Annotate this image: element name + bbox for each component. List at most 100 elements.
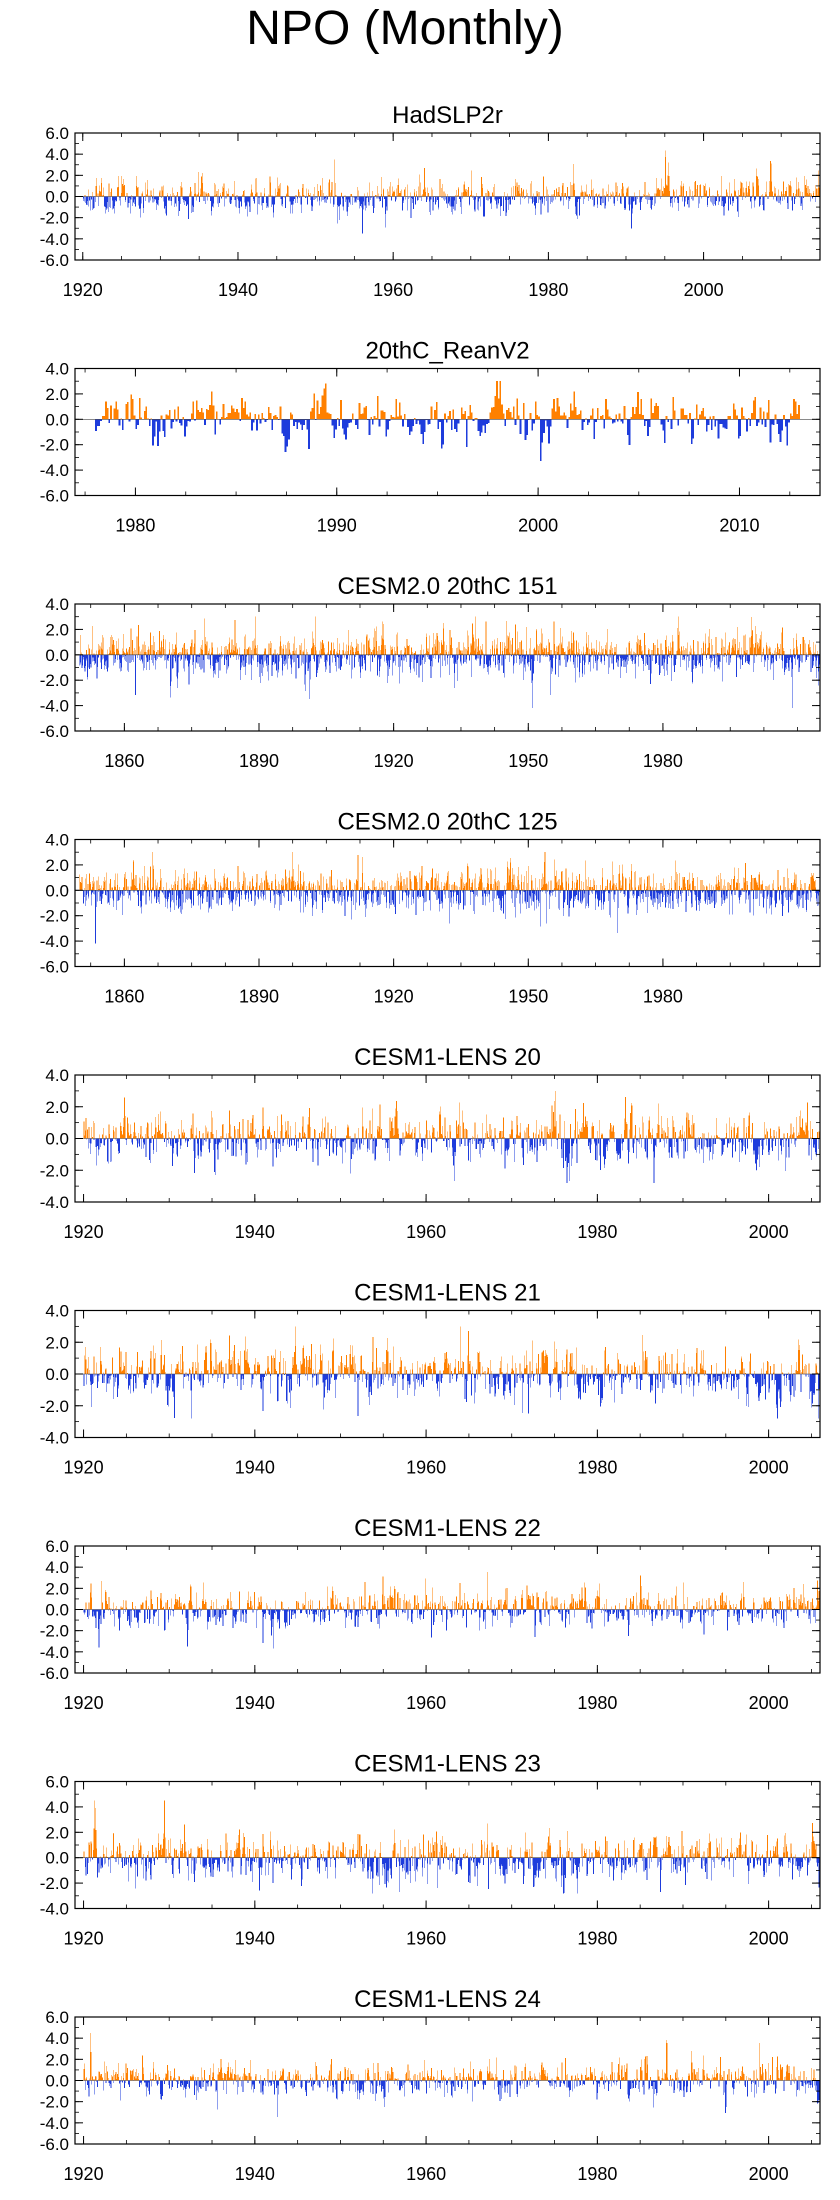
positive-bar [509, 652, 510, 655]
positive-bar [437, 636, 438, 655]
positive-bar [735, 645, 736, 655]
positive-bar [567, 649, 569, 655]
negative-bar [371, 654, 373, 662]
positive-bar [150, 878, 152, 891]
positive-bar [512, 406, 515, 420]
positive-bar [668, 162, 669, 197]
positive-bar [154, 650, 155, 655]
positive-bar [467, 866, 468, 891]
negative-bar [354, 654, 355, 667]
positive-bar [720, 195, 722, 197]
negative-bar [194, 419, 196, 421]
negative-bar [461, 196, 462, 215]
negative-bar [642, 654, 644, 660]
negative-bar [601, 196, 603, 206]
positive-bar [646, 195, 648, 197]
positive-bar [778, 649, 779, 655]
positive-bar [642, 193, 644, 197]
y-tick-label: 2.0 [45, 166, 69, 185]
positive-bar [317, 886, 319, 891]
positive-bar [610, 192, 612, 197]
negative-bar [579, 654, 581, 678]
positive-bar [138, 398, 141, 420]
negative-bar [101, 890, 103, 899]
positive-bar [775, 649, 776, 655]
positive-bar [770, 160, 771, 197]
positive-bar [451, 637, 452, 655]
negative-bar [386, 890, 387, 903]
positive-bar [89, 873, 90, 891]
negative-bar [558, 654, 560, 678]
negative-bar [682, 196, 683, 202]
positive-bar [378, 888, 379, 891]
negative-bar [341, 654, 342, 667]
negative-bar [654, 196, 656, 207]
positive-bar [350, 650, 351, 655]
positive-bar [390, 195, 392, 197]
negative-bar [197, 654, 198, 657]
negative-bar [792, 196, 793, 211]
positive-bar [148, 649, 150, 655]
x-tick-label: 1990 [317, 516, 357, 536]
negative-bar [537, 654, 539, 661]
negative-bar [641, 654, 643, 662]
negative-bar [308, 419, 310, 450]
positive-bar [161, 186, 163, 197]
positive-bar [518, 650, 519, 655]
negative-bar [164, 890, 165, 898]
negative-bar [599, 654, 600, 657]
negative-bar [253, 890, 255, 897]
negative-bar [221, 890, 222, 905]
negative-bar [781, 419, 784, 431]
positive-bar [226, 191, 227, 197]
positive-bar [412, 652, 413, 655]
positive-bar [238, 647, 240, 655]
negative-bar [712, 654, 714, 658]
positive-bar [182, 649, 184, 655]
positive-bar [465, 889, 467, 891]
negative-bar [487, 890, 488, 897]
negative-bar [329, 654, 331, 673]
negative-bar [199, 654, 200, 658]
negative-bar [372, 654, 373, 663]
positive-bar [554, 190, 555, 197]
y-tick-label: 4.0 [45, 360, 69, 379]
positive-bar [273, 889, 274, 891]
negative-bar [85, 654, 87, 667]
positive-bar [281, 877, 283, 891]
positive-bar [347, 650, 348, 655]
positive-bar [644, 632, 645, 655]
negative-bar [169, 654, 171, 698]
negative-bar [786, 654, 788, 663]
positive-bar [177, 881, 178, 891]
positive-bar [134, 885, 135, 891]
negative-bar [489, 890, 490, 895]
positive-bar [652, 412, 654, 420]
positive-bar [368, 886, 369, 891]
negative-bar [168, 196, 169, 201]
negative-bar [773, 196, 775, 198]
negative-bar [107, 196, 108, 202]
positive-bar [331, 885, 333, 891]
negative-bar [226, 654, 227, 661]
negative-bar [167, 654, 168, 660]
negative-bar [103, 654, 105, 658]
positive-bar [666, 635, 667, 655]
negative-bar [566, 654, 568, 656]
positive-bar [134, 650, 136, 655]
positive-bar [716, 650, 717, 655]
positive-bar [558, 191, 559, 197]
positive-bar [659, 189, 661, 197]
positive-bar [515, 624, 516, 655]
negative-bar [212, 890, 213, 893]
negative-bar [294, 419, 297, 423]
negative-bar [679, 654, 681, 668]
positive-bar [472, 637, 474, 655]
positive-bar [355, 652, 356, 655]
negative-bar [768, 654, 769, 661]
positive-bar [322, 647, 324, 655]
positive-bar [243, 871, 244, 891]
positive-bar [294, 887, 295, 891]
negative-bar [487, 654, 489, 667]
negative-bar [692, 419, 695, 439]
